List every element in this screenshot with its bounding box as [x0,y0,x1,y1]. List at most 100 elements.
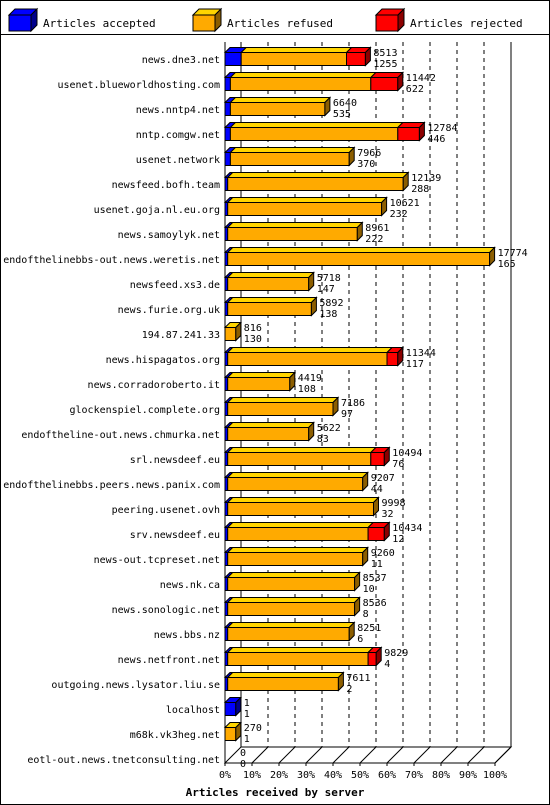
floor-gridline [440,746,458,764]
category-label: endoftheline-out.news.chmurka.net [21,430,220,441]
bar-segment-side [362,546,369,567]
category-label: news.sonologic.net [112,605,220,616]
bar-segment-top [229,122,405,128]
data-label-rejected: 1255 [373,59,397,70]
bar-segment [240,52,347,66]
data-label-rejected: 108 [298,384,316,395]
bar-segment [224,77,231,91]
category-label: news-out.tcpreset.net [94,555,220,566]
category-label: news.hispagatos.org [106,355,220,366]
data-label-rejected: 117 [406,359,424,370]
bar-segment-side [308,271,315,292]
data-label-rejected: 4 [384,659,390,670]
bar-segment-top [226,197,388,203]
data-label-rejected: 44 [371,484,383,495]
data-label-total: 8513 [373,48,397,59]
x-tick-label: 40% [324,770,342,781]
bar-segment [224,327,237,341]
bar-segment [229,152,350,166]
x-tick-label: 0% [219,770,231,781]
bar-segment [227,627,350,641]
floor-gridline [386,746,404,764]
category-label: news.dne3.net [142,55,220,66]
data-label-total: 8536 [363,598,387,609]
data-label-total: 5718 [317,273,341,284]
bar-segment [370,452,385,466]
data-label-rejected: 446 [427,134,445,145]
bar-segment [227,302,312,316]
bar-segment [227,377,291,391]
data-label-rejected: 11 [371,559,383,570]
bar-segment-top [229,147,356,153]
category-label: nntp.comgw.net [136,130,220,141]
category-label: eotl-out.news.tnetconsulting.net [27,755,220,766]
bar-segment [227,202,383,216]
data-label-rejected: 97 [341,409,353,420]
floor-gridline [278,746,296,764]
data-label-total: 4419 [298,373,322,384]
category-label: outgoing.news.lysator.liu.se [51,680,220,691]
bar-segment [224,52,242,66]
floor-gridline [494,746,512,764]
bar-segment [227,602,356,616]
data-label-total: 0 [240,748,246,759]
bar-segment [229,102,326,116]
bar-segment [367,652,377,666]
category-label: glockenspiel.complete.org [69,405,220,416]
bar-segment [224,152,231,166]
bar-segment-side [397,346,404,367]
bar-segment-side [364,46,371,67]
data-label-rejected: 8 [363,609,369,620]
category-label: newsfeed.xs3.de [130,280,220,291]
bar-segment-top [226,222,364,228]
floor-gridline [467,746,485,764]
bar-segment [227,552,364,566]
data-label-total: 8961 [365,223,389,234]
floor-gridline [359,746,377,764]
bar-segment-side [235,696,242,717]
bar-segment-side [235,721,242,742]
data-label-total: 8251 [357,623,381,634]
x-axis-title: Articles received by server [186,786,365,799]
bar-segment-side [348,621,355,642]
data-label-rejected: 535 [333,109,351,120]
bar-segment-top [226,347,394,353]
bar-segment-side [235,321,242,342]
data-label-total: 1 [244,698,250,709]
bar-segment [227,252,491,266]
legend-label: Articles accepted [43,17,156,30]
data-label-total: 10434 [392,523,422,534]
data-label-total: 10621 [390,198,420,209]
bar-segment-top [226,422,315,428]
data-label-total: 11344 [406,348,436,359]
bar-segment-side [373,496,379,517]
bar-segment-side [418,121,425,142]
x-tick-label: 90% [459,770,477,781]
data-label-total: 9998 [382,498,406,509]
bar-segment [370,77,399,91]
bar-segment-top [229,72,378,78]
category-label: news.corradoroberto.it [88,380,220,391]
bar-segment [224,727,237,741]
data-label-total: 12784 [427,123,457,134]
data-label-total: 270 [244,723,262,734]
x-tick-label: 50% [351,770,369,781]
bar-segment [227,577,356,591]
category-label: news.samoylyk.net [118,230,220,241]
bar-segment [227,477,364,491]
bar-segment-top [226,472,369,478]
category-label: 194.87.241.33 [142,330,220,341]
category-label: usenet.goja.nl.eu.org [94,205,220,216]
legend-swatch [192,14,216,32]
data-label-total: 7186 [341,398,365,409]
category-label: endofthelinebbs-out.news.weretis.net [3,255,220,266]
bar-segment-top [229,97,332,103]
data-label-rejected: 138 [319,309,337,320]
x-tick-label: 100% [483,770,507,781]
bar-segment-side [362,471,369,492]
data-label-total: 8537 [363,573,387,584]
data-label-rejected: 147 [317,284,335,295]
bar-segment-top [239,47,353,53]
bar-segment-side [310,296,317,317]
bar-segment-top [226,572,361,578]
